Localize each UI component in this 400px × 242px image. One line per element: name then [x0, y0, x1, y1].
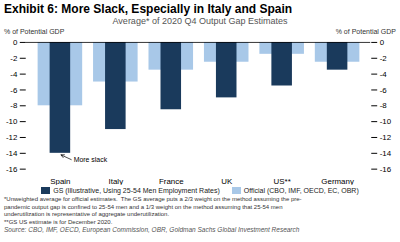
- html-text:Official (CBO, IMF, OECD, EC,: Official (CBO, IMF, OECD, EC, OBR): [243, 187, 359, 194]
- svg-text:-10: -10: [380, 117, 392, 126]
- svg-text:0: 0: [380, 38, 385, 47]
- svg-text:-16: -16: [380, 165, 392, 174]
- svg-text:-2: -2: [380, 54, 387, 63]
- svg-text:-4: -4: [10, 70, 18, 79]
- svg-text:-4: -4: [380, 70, 388, 79]
- svg-text:-12: -12: [6, 133, 17, 142]
- svg-text:France: France: [159, 177, 184, 185]
- svg-text:-14: -14: [6, 149, 18, 158]
- html-text:Exhibit 6: More Slack, Especia: Exhibit 6: More Slack, Especially in Ita…: [4, 2, 293, 16]
- svg-text:-2: -2: [10, 54, 17, 63]
- html-text:Source: CBO, IMF, OECD, Europe: Source: CBO, IMF, OECD, European Commiss…: [4, 226, 300, 233]
- svg-text:-12: -12: [380, 133, 391, 142]
- svg-text:-8: -8: [10, 101, 18, 110]
- html-text:Average* of 2020 Q4 Output Gap: Average* of 2020 Q4 Output Gap Estimates: [112, 16, 288, 26]
- svg-text:UK: UK: [221, 177, 233, 185]
- html-text:% of Potential GDP: % of Potential GDP: [335, 28, 396, 35]
- svg-text:-16: -16: [6, 165, 18, 174]
- html-text:GS (Illustrative, Using 25-54: GS (Illustrative, Using 25-54 Men Employ…: [53, 187, 220, 194]
- svg-text:US**: US**: [274, 177, 291, 185]
- html-text:*Unweighted average for offici: *Unweighted average for official estimat…: [4, 196, 302, 225]
- html-text:% of Potential GDP: % of Potential GDP: [4, 28, 65, 35]
- svg-text:Germany: Germany: [321, 177, 354, 185]
- svg-text:-14: -14: [380, 149, 392, 158]
- svg-text:More slack: More slack: [74, 156, 108, 163]
- svg-text:0: 0: [13, 38, 18, 47]
- svg-text:-6: -6: [380, 85, 388, 94]
- svg-text:Spain: Spain: [50, 177, 70, 185]
- svg-text:Italy: Italy: [109, 177, 124, 185]
- svg-text:-6: -6: [10, 85, 18, 94]
- svg-text:-10: -10: [6, 117, 18, 126]
- svg-text:-8: -8: [380, 101, 388, 110]
